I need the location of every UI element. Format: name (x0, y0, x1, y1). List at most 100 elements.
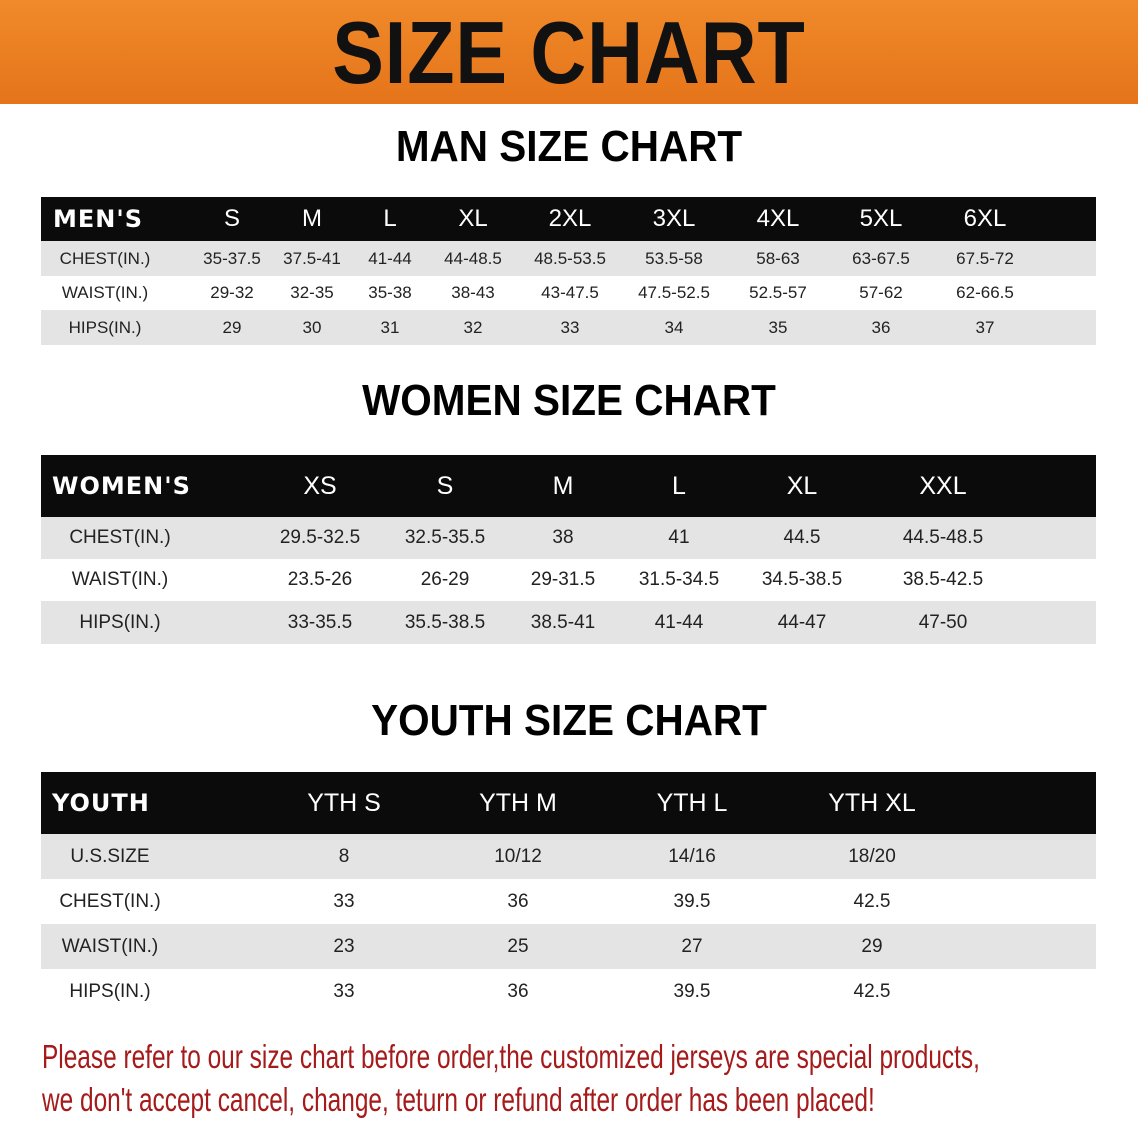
table-cell: 57-62 (859, 283, 903, 302)
table-cell: 29 (861, 935, 883, 957)
table-cell: 36 (507, 980, 529, 1002)
table-cell: 39.5 (673, 890, 711, 912)
table-cell: 58-63 (756, 248, 800, 268)
table-row: HIPS(IN.) 33 36 39.5 42.5 (41, 969, 1096, 1014)
table-row: CHEST(IN.) 33 36 39.5 42.5 (41, 879, 1096, 924)
measurement-label: WAIST(IN.) (71, 569, 169, 590)
table-cell: 35 (768, 317, 788, 337)
table-cell: 47.5-52.5 (638, 283, 710, 302)
table-cell: 62-66.5 (956, 283, 1014, 302)
table-row: WAIST(IN.) 29-32 32-35 35-38 38-43 43-47.5 47.… (41, 276, 1096, 310)
size-column-header: 6XL (963, 205, 1007, 232)
table-header-row: MEN'S S M L XL 2XL 3XL 4XL 5XL 6XL (41, 197, 1096, 241)
table-cell: 8 (338, 845, 350, 867)
table-cell: 42.5 (853, 890, 891, 912)
table-cell: 63-67.5 (852, 248, 910, 268)
measurement-label: CHEST(IN.) (69, 527, 171, 548)
order-note-line-1: Please refer to our size chart before or… (42, 1038, 980, 1075)
table-cell: 67.5-72 (956, 248, 1014, 268)
size-column-header: S (436, 471, 454, 500)
table-cell: 29 (222, 317, 242, 337)
size-column-header: 3XL (652, 205, 696, 232)
table-cell: 34 (664, 317, 684, 337)
table-cell: 53.5-58 (645, 248, 703, 268)
table-row: WAIST(IN.) 23 25 27 29 (41, 924, 1096, 969)
table-cell: 52.5-57 (749, 283, 807, 302)
table-cell: 35.5-38.5 (404, 611, 486, 633)
table-cell: 36 (507, 890, 529, 912)
table-cell: 41-44 (368, 248, 412, 268)
table-cell: 18/20 (848, 845, 896, 867)
table-header-row: WOMEN'S XS S M L XL XXL (41, 455, 1096, 517)
table-cell: 36 (871, 317, 891, 337)
table-cell: 38.5-42.5 (902, 569, 984, 590)
table-cell: 32.5-35.5 (404, 527, 486, 548)
table-cell: 33 (333, 980, 355, 1002)
table-header-label: WOMEN'S (52, 472, 191, 500)
table-cell: 14/16 (668, 845, 716, 867)
size-column-header: L (383, 205, 397, 232)
table-cell: 33 (560, 317, 580, 337)
table-cell: 34.5-38.5 (761, 569, 843, 590)
table-cell: 27 (681, 935, 703, 957)
table-row: HIPS(IN.) 33-35.5 35.5-38.5 38.5-41 41-44 44-… (41, 601, 1096, 644)
table-header-label: YOUTH (52, 789, 150, 817)
table-cell: 29-32 (210, 283, 254, 302)
measurement-label: HIPS(IN.) (69, 980, 151, 1002)
table-cell: 44-48.5 (444, 248, 502, 268)
table-header-label: MEN'S (53, 205, 143, 233)
table-row: WAIST(IN.) 23.5-26 26-29 29-31.5 31.5-34.5 34… (41, 559, 1096, 601)
size-column-header: L (672, 471, 686, 500)
size-column-header: XXL (919, 471, 967, 500)
table-header-row: YOUTH YTH S YTH M YTH L YTH XL (41, 772, 1096, 834)
table-cell: 35-37.5 (203, 248, 261, 268)
table-cell: 42.5 (853, 980, 891, 1002)
table-cell: 37 (975, 317, 995, 337)
table-cell: 10/12 (494, 845, 542, 867)
table-row: HIPS(IN.) 29 30 31 32 33 34 35 36 37 (41, 310, 1096, 345)
table-cell: 38 (552, 527, 574, 548)
measurement-label: CHEST(IN.) (59, 248, 151, 268)
table-cell: 43-47.5 (541, 283, 599, 302)
men-section-title: MAN SIZE CHART (395, 122, 743, 171)
table-cell: 32 (463, 317, 483, 337)
size-column-header: YTH XL (828, 788, 916, 817)
table-cell: 41-44 (654, 611, 704, 633)
size-column-header: XL (458, 205, 488, 232)
table-cell: 29.5-32.5 (279, 527, 361, 548)
table-cell: 41 (668, 527, 690, 548)
table-cell: 44-47 (777, 611, 827, 633)
measurement-label: HIPS(IN.) (79, 611, 161, 633)
table-cell: 31.5-34.5 (638, 569, 720, 590)
measurement-label: HIPS(IN.) (68, 317, 142, 337)
table-cell: 31 (380, 317, 400, 337)
table-cell: 48.5-53.5 (534, 248, 606, 268)
size-column-header: S (223, 205, 241, 232)
size-column-header: XL (786, 471, 818, 500)
measurement-label: WAIST(IN.) (61, 283, 149, 302)
table-cell: 44.5-48.5 (902, 527, 984, 548)
table-row: CHEST(IN.) 35-37.5 37.5-41 41-44 44-48.5 48.5… (41, 241, 1096, 276)
women-section-title: WOMEN SIZE CHART (362, 376, 776, 425)
page-title: SIZE CHART (332, 3, 806, 102)
size-column-header: 2XL (548, 205, 592, 232)
table-cell: 26-29 (420, 569, 470, 590)
table-cell: 29-31.5 (530, 569, 596, 590)
measurement-label: WAIST(IN.) (61, 935, 159, 957)
table-cell: 39.5 (673, 980, 711, 1002)
measurement-label: CHEST(IN.) (59, 890, 161, 912)
table-cell: 25 (507, 935, 529, 957)
table-cell: 30 (302, 317, 322, 337)
measurement-label: U.S.SIZE (70, 845, 150, 867)
table-cell: 23.5-26 (287, 569, 353, 590)
table-cell: 38-43 (451, 283, 495, 302)
order-note-line-2: we don't accept cancel, change, teturn o… (42, 1081, 875, 1118)
size-column-header: YTH S (307, 788, 381, 817)
size-column-header: XS (303, 471, 337, 500)
table-cell: 44.5 (783, 527, 821, 548)
size-chart-banner: SIZE CHART (0, 0, 1138, 104)
table-cell: 38.5-41 (530, 611, 596, 633)
youth-section-title: YOUTH SIZE CHART (371, 696, 767, 745)
table-cell: 37.5-41 (283, 248, 341, 268)
size-column-header: 4XL (756, 205, 800, 232)
